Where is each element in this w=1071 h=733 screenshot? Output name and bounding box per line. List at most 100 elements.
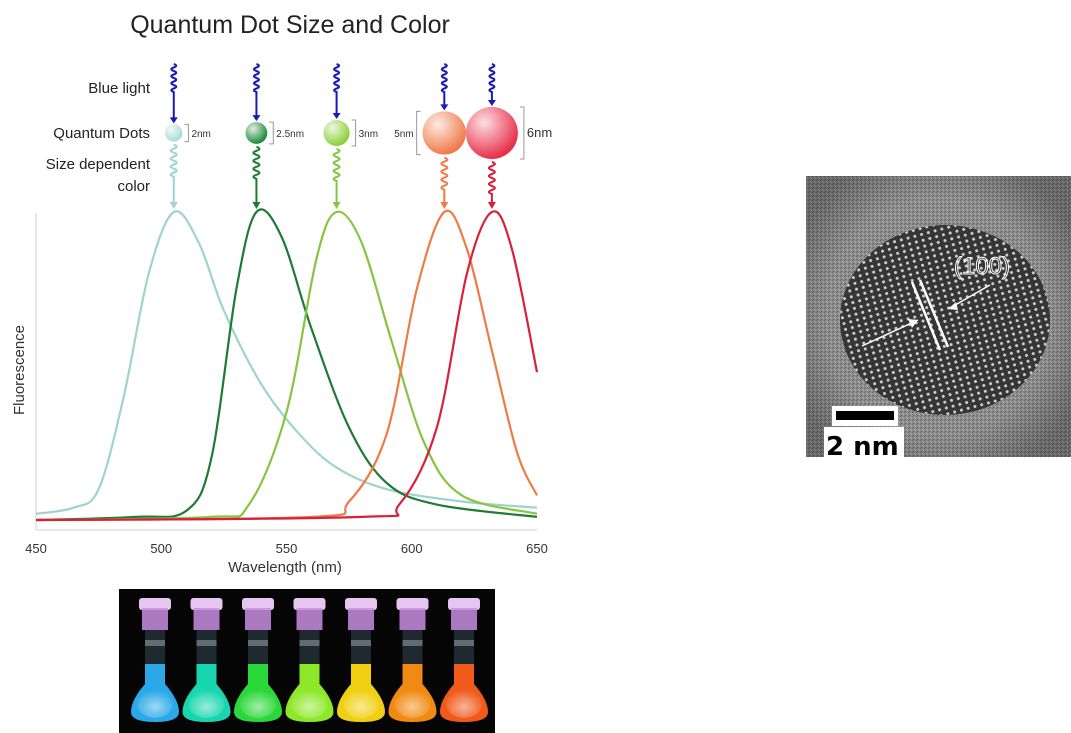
vial-neck-highlight: [299, 640, 320, 646]
tem-micrograph: (100) 2 nm: [806, 176, 1071, 462]
vial-glow: [137, 690, 173, 718]
x-tick-label: 450: [25, 541, 47, 556]
excitation-arrowhead: [252, 115, 261, 122]
vial-glow: [343, 690, 379, 718]
scale-bar-label: 2 nm: [826, 432, 899, 462]
vial-neck-highlight: [248, 640, 268, 646]
emission-arrowhead: [487, 202, 496, 209]
series-line-4: [35, 209, 538, 522]
dot-size-label: 3nm: [359, 129, 378, 140]
excitation-arrowhead: [487, 100, 496, 106]
vials-photo: [119, 589, 495, 733]
lattice-plane-annotation: (100): [954, 253, 1010, 280]
x-tick-label: 600: [401, 541, 423, 556]
excitation-wave: [488, 63, 496, 101]
emission-arrowhead: [169, 202, 178, 209]
quantum-dot-highlight: [465, 107, 518, 159]
size-bracket: [416, 110, 421, 156]
excitation-wave: [440, 63, 448, 106]
size-bracket: [184, 123, 189, 143]
excitation-wave: [333, 63, 341, 114]
spectrum-series: [35, 208, 539, 522]
series-line-2: [35, 208, 538, 522]
vial-neck: [145, 630, 165, 666]
dot-size-label: 2nm: [191, 129, 210, 140]
dot-size-label: 2.5nm: [276, 129, 304, 140]
emission-wave: [440, 156, 449, 203]
figure-title: Quantum Dot Size and Color: [130, 11, 450, 39]
series-line-1: [35, 210, 538, 515]
scale-label-background: [824, 427, 904, 457]
vial-neck-highlight: [351, 640, 371, 646]
emission-wave: [332, 148, 341, 203]
vial-glow: [394, 690, 431, 718]
size-dependent-label: Size dependent: [46, 156, 151, 173]
vial-neck-highlight: [402, 640, 423, 646]
vial-cap: [242, 598, 274, 610]
fluorescence-chart: 450 500 550 600 650 Wavelength (nm) Fluoresc…: [11, 208, 548, 576]
size-bracket: [269, 121, 274, 145]
vial-glow: [446, 690, 482, 718]
vial-neck: [196, 630, 217, 666]
vial-cap: [448, 598, 480, 610]
quantum-dot-highlight: [323, 120, 350, 146]
excitation-wave: [170, 63, 178, 119]
vial-cap: [139, 598, 171, 610]
emission-wave: [169, 143, 178, 203]
emission-arrowhead: [440, 202, 449, 209]
blue-light-label: Blue light: [88, 80, 151, 97]
series-line-5: [35, 210, 539, 522]
scale-bar: [836, 411, 894, 420]
vial-glow: [240, 690, 276, 718]
excitation-arrowhead: [332, 113, 341, 119]
quantum-dot-highlight: [245, 122, 268, 144]
vial-neck-highlight: [196, 640, 217, 646]
arrow-head: [948, 302, 958, 310]
vial-neck: [248, 630, 268, 666]
vial-cap-glow: [296, 608, 323, 630]
vial-neck-highlight: [145, 640, 165, 646]
x-tick-labels: 450 500 550 600 650: [25, 541, 548, 556]
emission-wave: [487, 161, 496, 203]
excitation-arrowhead: [440, 104, 449, 111]
arrow-line: [949, 284, 991, 309]
dot-size-label: 5nm: [394, 129, 413, 140]
emission-arrowhead: [252, 202, 261, 209]
vial-neck: [351, 630, 371, 666]
quantum-dot-highlight: [165, 124, 183, 142]
vial-neck: [299, 630, 320, 666]
vial-neck: [454, 630, 474, 666]
x-tick-label: 650: [526, 541, 548, 556]
emission-arrowhead: [332, 202, 341, 209]
x-tick-label: 550: [276, 541, 298, 556]
color-label: color: [117, 178, 150, 195]
lattice-plane-line: [910, 281, 942, 351]
arrow-head: [908, 319, 918, 328]
dot-size-label: 6nm: [527, 125, 552, 140]
y-axis-label: Fluorescence: [11, 325, 28, 415]
vial-cap: [396, 598, 429, 610]
vial-cap-glow: [193, 608, 220, 630]
vial-cap: [190, 598, 223, 610]
vial-neck-highlight: [454, 640, 474, 646]
vial-glow: [291, 690, 328, 718]
vial-cap-glow: [348, 608, 374, 630]
lattice-plane-line: [918, 279, 950, 348]
arrow-line: [861, 319, 919, 347]
vial-cap-glow: [399, 608, 426, 630]
quantum-dot-highlight: [422, 111, 466, 155]
vial-cap: [293, 598, 326, 610]
x-axis-label: Wavelength (nm): [228, 559, 342, 576]
excitation-arrowhead: [169, 117, 178, 124]
size-bracket: [519, 106, 525, 160]
vial-cap-glow: [451, 608, 477, 630]
vial-glow: [188, 690, 225, 718]
vial-cap: [345, 598, 377, 610]
series-line-3: [35, 210, 538, 522]
excitation-wave: [252, 63, 260, 117]
size-bracket: [351, 119, 357, 147]
quantum-dots-label: Quantum Dots: [53, 125, 150, 142]
x-tick-label: 500: [150, 541, 172, 556]
vial-cap-glow: [142, 608, 168, 630]
